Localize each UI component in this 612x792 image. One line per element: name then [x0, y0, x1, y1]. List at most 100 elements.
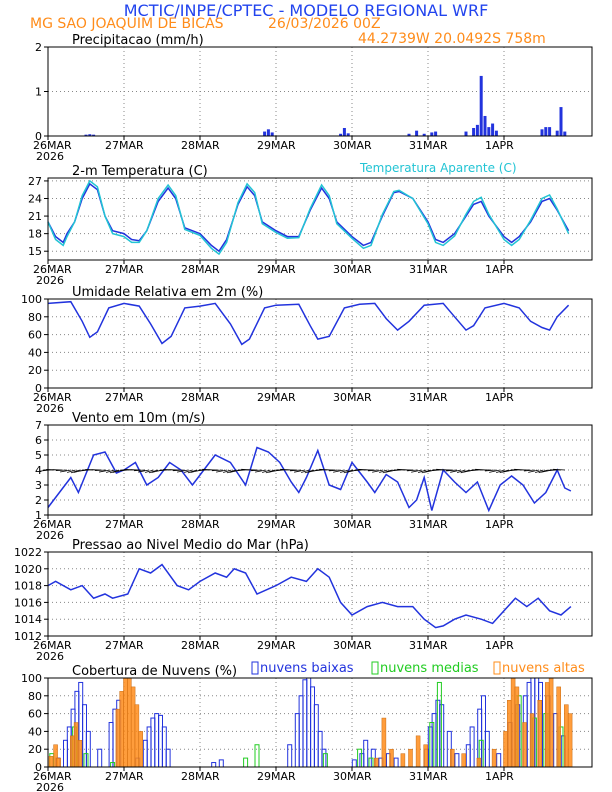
- precip-bar: [559, 107, 563, 136]
- y-tick-label: 1012: [14, 630, 42, 643]
- x-tick-label: 29MAR: [257, 391, 296, 404]
- wind-arrow: [333, 469, 345, 473]
- header-location: MG SAO JOAQUIM DE BICAS: [30, 16, 224, 32]
- wind-arrow: [523, 469, 535, 472]
- x-tick-label: 1APR: [485, 639, 514, 652]
- y-tick-label: 1: [35, 509, 42, 522]
- cloud-bar-high: [476, 757, 482, 768]
- cloud-bar-low: [218, 759, 224, 768]
- precip-bar: [88, 134, 92, 136]
- x-tick-label: 1APR: [485, 518, 514, 531]
- precip-bar: [430, 132, 434, 136]
- wind-arrow: [265, 469, 275, 474]
- cloud-bar-high: [400, 753, 406, 768]
- x-tick-label: 31MAR: [409, 139, 448, 152]
- temp-legend: Temperatura Aparente (C): [359, 161, 517, 175]
- temp-line: [47, 182, 570, 253]
- y-tick-label: 80: [28, 690, 42, 703]
- wind-arrow: [343, 469, 353, 474]
- cloud-bar-low: [211, 762, 217, 768]
- cloud-bar-high: [423, 744, 428, 768]
- cloud-bar-high: [503, 731, 508, 768]
- legend-swatch: [251, 661, 259, 675]
- cloud-bar-mid: [243, 757, 249, 768]
- precip-bar: [415, 130, 419, 136]
- panel-title: Precipitacao (mm/h): [72, 33, 204, 48]
- x-year-label: 2026: [36, 402, 64, 415]
- panel-frame: [47, 424, 593, 516]
- cloud-bar-high: [381, 717, 387, 768]
- precip-bar: [487, 127, 491, 136]
- cloud-bar-high: [450, 748, 455, 768]
- wind-arrow: [184, 469, 193, 473]
- y-tick-label: 21: [28, 210, 42, 223]
- panel-frame: [47, 298, 593, 389]
- y-tick-label: 60: [28, 329, 42, 342]
- cloud-bar-low: [287, 744, 293, 768]
- wind-arrow: [211, 469, 223, 472]
- wind-arrow: [496, 469, 505, 473]
- precip-bar: [548, 127, 552, 136]
- x-tick-label: 30MAR: [333, 639, 372, 652]
- x-tick-label: 26MAR: [33, 518, 72, 531]
- wind-arrow: [289, 469, 301, 472]
- wind-arrow: [484, 469, 496, 472]
- x-tick-label: 29MAR: [257, 263, 296, 276]
- cloud-bar-high: [461, 753, 466, 768]
- y-tick-label: 1016: [14, 596, 42, 609]
- legend-entry: nuvens medias: [380, 661, 479, 676]
- y-tick-label: 40: [28, 725, 42, 738]
- panel-title: Pressao ao Nivel Medio do Mar (hPa): [72, 538, 309, 553]
- wind-arrow: [133, 469, 145, 472]
- cloud-bar-high: [545, 682, 550, 768]
- wind-arrow: [450, 469, 462, 473]
- wind-arrow: [553, 468, 566, 471]
- wind-arrow: [216, 469, 228, 473]
- cloud-bar-high: [127, 677, 132, 768]
- x-tick-label: 31MAR: [409, 518, 448, 531]
- wind-arrow: [499, 469, 509, 474]
- y-tick-label: 20: [28, 743, 42, 756]
- wind-arrow: [106, 469, 115, 473]
- precip-bar: [544, 127, 548, 136]
- wind-arrow: [294, 469, 306, 473]
- cloud-bar-low: [97, 748, 103, 768]
- wind-arrow: [382, 469, 392, 474]
- wind-arrow: [406, 469, 418, 472]
- y-tick-label: 0: [35, 382, 42, 395]
- header-coords: 44.2739W 20.0492S 758m: [358, 31, 546, 47]
- wind-arrow: [457, 469, 466, 473]
- cloud-bar-high: [415, 735, 421, 768]
- x-tick-label: 26MAR: [33, 391, 72, 404]
- y-tick-label: 2: [35, 494, 42, 507]
- x-tick-label: 26MAR: [33, 770, 72, 783]
- precip-bar: [494, 130, 498, 136]
- y-tick-label: 15: [28, 245, 42, 258]
- precip-bar: [92, 134, 96, 136]
- cloud-bar-high: [119, 691, 124, 768]
- wind-arrow: [262, 469, 271, 473]
- precip-bar: [266, 129, 270, 136]
- x-tick-label: 30MAR: [333, 770, 372, 783]
- text-layer: MCTIC/INPE/CPTEC - MODELO REGIONAL WRF M…: [14, 1, 585, 792]
- panel-frame: [47, 46, 593, 137]
- wind-arrow: [528, 469, 540, 473]
- cloud-bar-high: [408, 748, 413, 768]
- panel-title: Umidade Relativa em 2m (%): [72, 285, 263, 300]
- x-tick-label: 29MAR: [257, 139, 296, 152]
- cloud-bar-high: [567, 713, 573, 768]
- x-tick-label: 30MAR: [333, 263, 372, 276]
- cloud-bar-high: [507, 700, 512, 768]
- wind-arrow: [372, 469, 384, 473]
- apparent-temp-line: [47, 179, 570, 256]
- wind-arrow: [148, 469, 158, 474]
- cloud-bar-high: [48, 756, 54, 768]
- cloud-bar-low: [496, 753, 502, 768]
- wind-arrow: [55, 469, 67, 472]
- precip-bar: [339, 133, 343, 136]
- x-tick-label: 30MAR: [333, 391, 372, 404]
- y-tick-label: 1022: [14, 546, 42, 559]
- precip-bar: [346, 133, 350, 136]
- wind-arrow: [59, 469, 72, 473]
